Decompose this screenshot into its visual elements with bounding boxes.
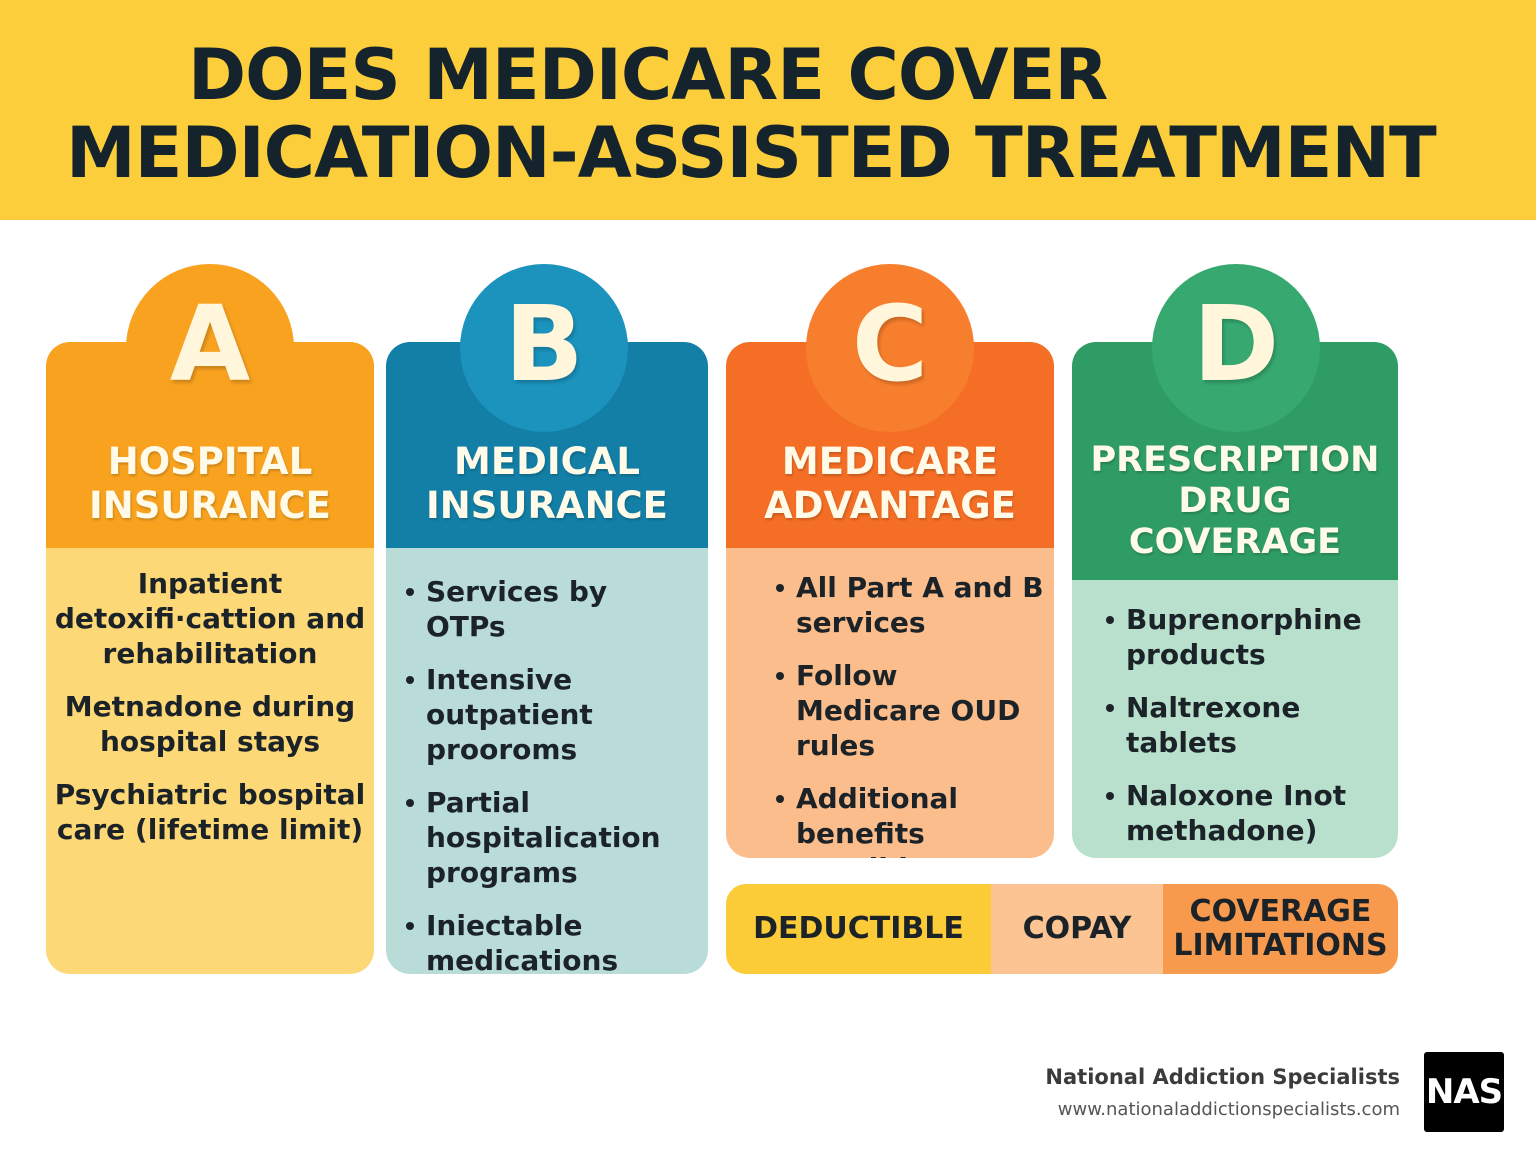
part-a-body: Inpatient detoxifi·cattion and rehabilit… <box>46 548 374 974</box>
page-title-line-1: DOES MEDICARE COVER <box>188 34 1108 116</box>
deductible-label: DEDUCTIBLE <box>726 884 991 974</box>
part-c-card: MEDICARE ADVANTAGE All Part A and B serv… <box>726 342 1054 858</box>
nas-logo: NAS <box>1424 1052 1504 1132</box>
part-b-heading-line-2: INSURANCE <box>426 484 668 527</box>
part-c-item: Additional benefits possible <box>772 781 1044 858</box>
part-c-letter-badge: C <box>806 264 974 432</box>
part-b-letter-badge: B <box>460 264 628 432</box>
part-d-list: Buprenorphine products Naltrexone tablet… <box>1102 602 1390 858</box>
part-c-heading-line-1: MEDICARE <box>781 440 999 483</box>
part-a-letter-badge: A <box>126 264 294 432</box>
coverage-limitations-line-2: LIMITATIONS <box>1173 928 1388 963</box>
part-c-header: MEDICARE ADVANTAGE <box>726 342 1054 548</box>
part-b-item: Iniectable medications <box>402 908 696 974</box>
organization-name: National Addiction Specialists <box>1045 1065 1400 1089</box>
part-a-item: Inpatient detoxifi·cattion and rehabilit… <box>54 567 366 670</box>
part-b-item: Intensive outpatient prooroms <box>402 662 696 767</box>
part-b-item: Partial hospitalication programs <box>402 785 696 890</box>
coverage-limitations-label: COVERAGE LIMITATIONS <box>1163 884 1398 974</box>
part-a-list: Inpatient detoxifi·cattion and rehabilit… <box>46 566 374 865</box>
part-b-heading: MEDICAL INSURANCE <box>386 440 708 528</box>
part-b-heading-line-1: MEDICAL <box>454 440 640 483</box>
part-b-item: Services by OTPs <box>402 574 696 644</box>
part-b-card: MEDICAL INSURANCE Services by OTPs Inten… <box>386 342 708 974</box>
part-a-heading-line-2: INSURANCE <box>89 484 331 527</box>
part-d-heading: PRESCRIPTION DRUG COVERAGE <box>1072 440 1398 563</box>
part-a-card: HOSPITAL INSURANCE Inpatient detoxifi·ca… <box>46 342 374 974</box>
part-c-item: All Part A and B services <box>772 570 1044 640</box>
coverage-limitations-line-1: COVERAGE <box>1189 894 1372 929</box>
copay-label: COPAY <box>991 884 1163 974</box>
cost-factors-bar: DEDUCTIBLE COPAY COVERAGE LIMITATIONS <box>726 884 1398 974</box>
part-d-body: Buprenorphine products Naltrexone tablet… <box>1072 580 1398 858</box>
part-c-heading: MEDICARE ADVANTAGE <box>726 440 1054 528</box>
part-a-heading: HOSPITAL INSURANCE <box>46 440 374 528</box>
part-d-item: Naloxone Inot methadone) <box>1102 778 1390 848</box>
part-b-list: Services by OTPs Intensive outpatient pr… <box>402 574 696 974</box>
part-d-letter-badge: D <box>1152 264 1320 432</box>
part-d-heading-line-3: COVERAGE <box>1128 522 1342 562</box>
part-c-list: All Part A and B services Follow Medicar… <box>772 570 1044 858</box>
title-banner: DOES MEDICARE COVER MEDICATION-ASSISTED … <box>0 0 1536 220</box>
part-d-item: Naltrexone tablets <box>1102 690 1390 760</box>
page-title-line-2: MEDICATION-ASSISTED TREATMENT <box>66 112 1437 194</box>
part-c-item: Follow Medicare OUD rules <box>772 658 1044 763</box>
organization-url: www.nationaladdictionspecialists.com <box>1057 1099 1400 1120</box>
part-a-heading-line-1: HOSPITAL <box>107 440 313 483</box>
part-b-body: Services by OTPs Intensive outpatient pr… <box>386 548 708 974</box>
part-c-body: All Part A and B services Follow Medicar… <box>726 548 1054 858</box>
part-d-item: Buprenorphine products <box>1102 602 1390 672</box>
part-d-heading-line-1: PRESCRIPTION <box>1090 440 1380 480</box>
part-c-heading-line-2: ADVANTAGE <box>764 484 1016 527</box>
part-a-item: Metnadone during hospital stays <box>64 690 356 758</box>
part-a-item: Psychiatric bospital care (lifetime limi… <box>54 778 366 846</box>
part-d-heading-line-2: DRUG <box>1178 481 1292 521</box>
